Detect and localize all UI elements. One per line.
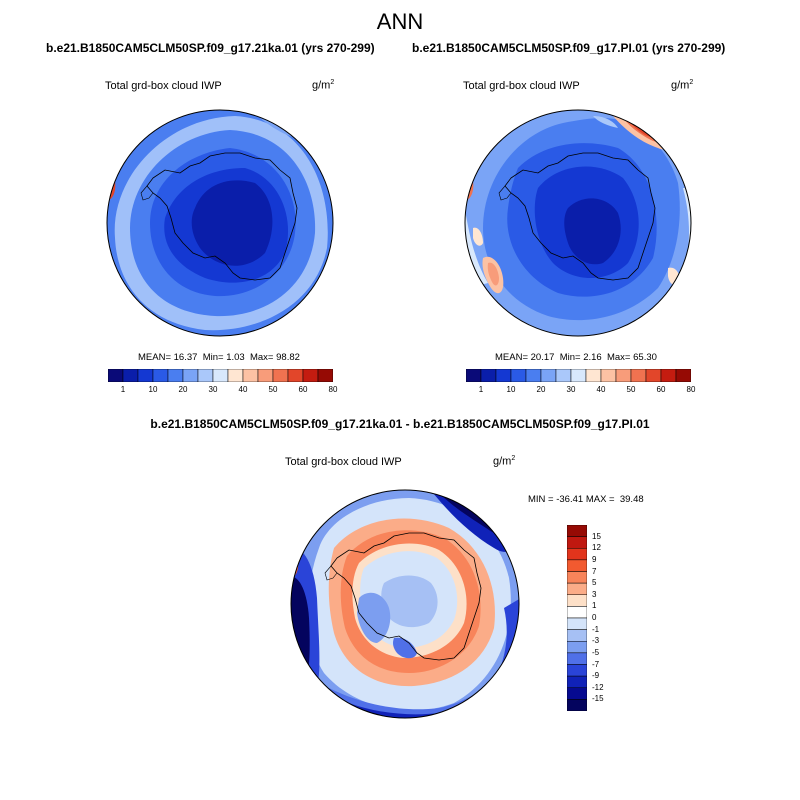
colorbar-tick-label: 3 xyxy=(592,589,597,599)
colorbar-tick-label: -15 xyxy=(592,694,604,704)
colorbar-tick-label: 15 xyxy=(592,531,601,541)
colorbar-tick-label: 30 xyxy=(208,385,218,394)
right-stats: MEAN= 20.17 Min= 2.16 Max= 65.30 xyxy=(495,352,657,363)
colorbar-swatch xyxy=(152,369,169,382)
colorbar-tick-label: 7 xyxy=(592,566,597,576)
colorbar-tick-label: 40 xyxy=(238,385,248,394)
colorbar-swatch xyxy=(122,369,139,382)
left-panel-title: b.e21.B1850CAM5CLM50SP.f09_g17.21ka.01 (… xyxy=(46,41,375,55)
diff-variable-label: Total grd-box cloud IWP xyxy=(285,456,402,468)
colorbar-swatch xyxy=(567,675,587,688)
colorbar-tick-label: 1 xyxy=(478,385,484,394)
colorbar-swatch xyxy=(567,606,587,619)
colorbar-swatch xyxy=(167,369,184,382)
colorbar-swatch xyxy=(630,369,647,382)
right-units-label: g/m2 xyxy=(671,79,694,92)
colorbar-swatch xyxy=(567,571,587,584)
colorbar-swatch xyxy=(480,369,497,382)
colorbar-swatch xyxy=(227,369,244,382)
diff-panel-title: b.e21.B1850CAM5CLM50SP.f09_g17.21ka.01 -… xyxy=(150,417,650,431)
colorbar-swatch xyxy=(567,699,587,711)
colorbar-swatch xyxy=(108,369,124,382)
colorbar-swatch xyxy=(567,664,587,677)
colorbar-tick-label: 50 xyxy=(626,385,636,394)
colorbar-swatch xyxy=(567,582,587,595)
right-colorbar xyxy=(466,369,691,382)
colorbar-swatch xyxy=(567,594,587,607)
colorbar-swatch xyxy=(567,525,587,537)
colorbar-tick-label: 50 xyxy=(268,385,278,394)
colorbar-swatch xyxy=(567,559,587,572)
colorbar-swatch xyxy=(567,652,587,665)
diff-range-text: MIN = -36.41 MAX = 39.48 xyxy=(528,494,644,505)
colorbar-tick-label: 12 xyxy=(592,543,601,553)
colorbar-tick-label: 10 xyxy=(148,385,158,394)
left-variable-label: Total grd-box cloud IWP xyxy=(105,80,222,92)
diff-polar-map xyxy=(290,489,520,719)
colorbar-swatch xyxy=(540,369,557,382)
colorbar-tick-label: 5 xyxy=(592,578,597,588)
colorbar-swatch xyxy=(567,617,587,630)
colorbar-swatch xyxy=(645,369,662,382)
colorbar-tick-label: 1 xyxy=(592,601,597,611)
colorbar-swatch xyxy=(182,369,199,382)
colorbar-swatch xyxy=(317,369,333,382)
colorbar-tick-label: 20 xyxy=(178,385,188,394)
colorbar-swatch xyxy=(287,369,304,382)
colorbar-swatch xyxy=(212,369,229,382)
colorbar-swatch xyxy=(197,369,214,382)
diff-units-label: g/m2 xyxy=(493,455,516,468)
colorbar-swatch xyxy=(570,369,587,382)
colorbar-swatch xyxy=(567,687,587,700)
left-units-label: g/m2 xyxy=(312,79,335,92)
colorbar-tick-label: 20 xyxy=(536,385,546,394)
colorbar-swatch xyxy=(567,536,587,549)
right-polar-map xyxy=(464,109,692,337)
left-stats: MEAN= 16.37 Min= 1.03 Max= 98.82 xyxy=(138,352,300,363)
colorbar-swatch xyxy=(510,369,527,382)
colorbar-swatch xyxy=(567,548,587,561)
colorbar-tick-label: -7 xyxy=(592,659,600,669)
colorbar-swatch xyxy=(585,369,602,382)
colorbar-swatch xyxy=(600,369,617,382)
colorbar-tick-label: 40 xyxy=(596,385,606,394)
colorbar-tick-label: -9 xyxy=(592,671,600,681)
colorbar-tick-label: 80 xyxy=(686,385,696,394)
figure-title: ANN xyxy=(376,9,424,34)
colorbar-tick-label: 80 xyxy=(328,385,338,394)
colorbar-swatch xyxy=(495,369,512,382)
colorbar-swatch xyxy=(660,369,677,382)
colorbar-tick-label: 60 xyxy=(656,385,666,394)
colorbar-tick-label: -12 xyxy=(592,682,604,692)
colorbar-swatch xyxy=(137,369,154,382)
colorbar-swatch xyxy=(525,369,542,382)
colorbar-swatch xyxy=(555,369,572,382)
right-variable-label: Total grd-box cloud IWP xyxy=(463,80,580,92)
left-polar-map xyxy=(106,109,334,337)
colorbar-tick-label: 0 xyxy=(592,613,597,622)
colorbar-tick-label: -5 xyxy=(592,647,600,657)
colorbar-swatch xyxy=(615,369,632,382)
colorbar-swatch xyxy=(466,369,482,382)
colorbar-tick-label: 60 xyxy=(298,385,308,394)
left-colorbar xyxy=(108,369,333,382)
colorbar-swatch xyxy=(272,369,289,382)
colorbar-swatch xyxy=(302,369,319,382)
colorbar-tick-label: 9 xyxy=(592,554,597,564)
colorbar-tick-label: 1 xyxy=(120,385,126,394)
diff-colorbar xyxy=(567,525,587,711)
colorbar-swatch xyxy=(567,629,587,642)
colorbar-swatch xyxy=(675,369,691,382)
colorbar-tick-label: -3 xyxy=(592,636,600,646)
colorbar-tick-label: -1 xyxy=(592,624,600,634)
right-panel-title: b.e21.B1850CAM5CLM50SP.f09_g17.PI.01 (yr… xyxy=(412,41,726,55)
colorbar-swatch xyxy=(257,369,274,382)
colorbar-swatch xyxy=(567,641,587,654)
colorbar-swatch xyxy=(242,369,259,382)
colorbar-tick-label: 30 xyxy=(566,385,576,394)
colorbar-tick-label: 10 xyxy=(506,385,516,394)
